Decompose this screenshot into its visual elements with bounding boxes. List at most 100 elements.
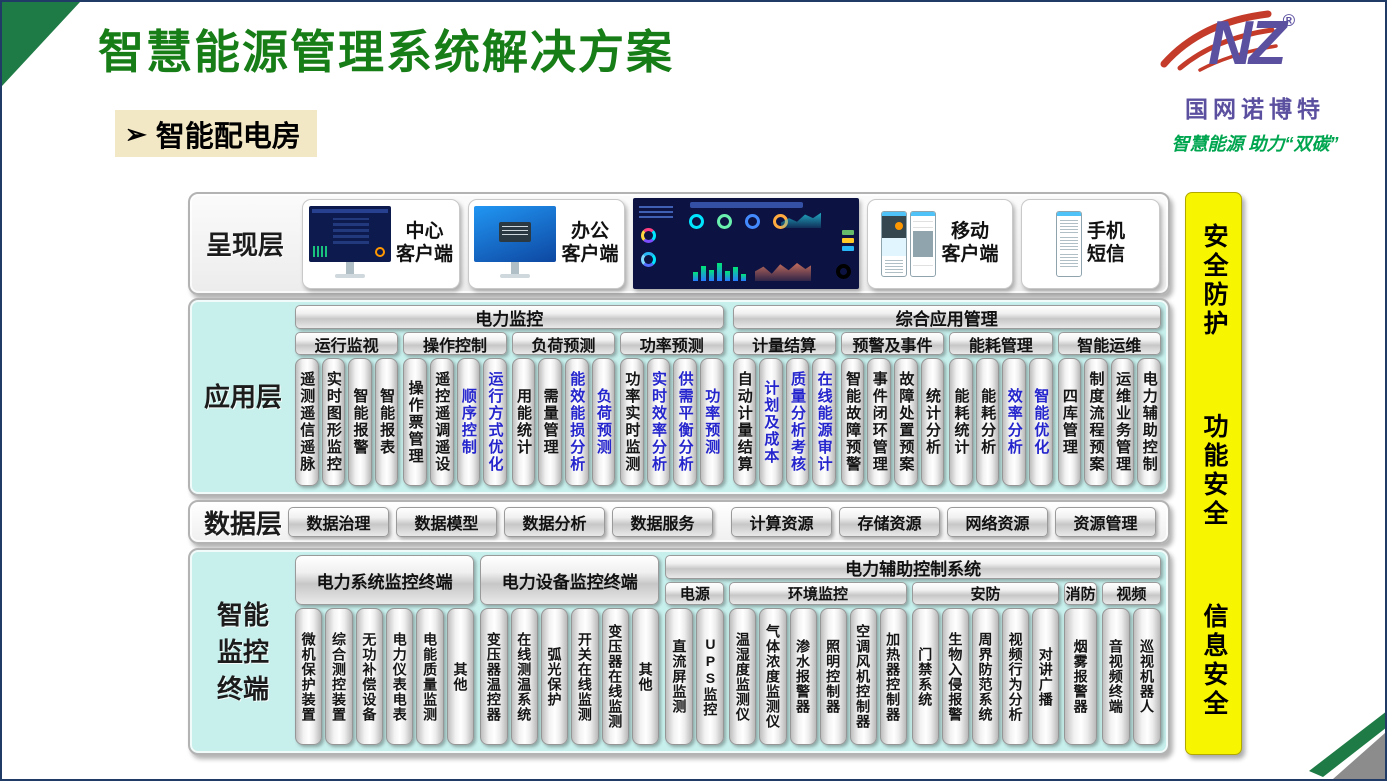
app-function-button: 能效能损分析 [564,358,589,486]
terminal-device-button: 直流屏监测 [665,608,694,745]
terminal-group-header: 电力辅助控制系统 [665,555,1161,579]
data-layer-button: 数据治理 [288,507,389,537]
app-function-button-label: 计划及成本 [762,379,780,465]
app-function-button: 供需平衡分析 [673,358,697,486]
data-layer-button-label: 数据治理 [306,516,371,533]
terminal-device-button-label: 微机保护装置 [300,631,317,722]
app-group: 操作控制 操作票管理 遥控遥调遥设 顺序控制 运行方式优化 [403,332,507,486]
registered-mark: ® [1282,11,1296,30]
app-function-button: 自动计量结算 [732,358,757,486]
group-header: 运行监视 [295,332,399,355]
terminal-device-button-label: 电能质量监测 [422,631,439,722]
terminal-device-button-label: 视频行为分析 [1007,631,1024,722]
terminal-group-auxiliary-control: 电力辅助控制系统 电源 直流屏监测 UPS监控 环境监控 温湿度监测仪 气体浓度监测… [665,555,1161,745]
terminal-device-button-label: 变压器温控器 [485,631,502,722]
terminal-device-button: 对讲广播 [1032,608,1060,745]
corner-decoration-bottom-right [1309,712,1385,779]
data-layer-label: 数据层 [204,508,283,539]
terminal-device-button-label: 照明控制器 [825,639,842,714]
terminal-device-button-label: 门禁系统 [917,646,934,707]
resource-button: 存储资源 [839,507,940,537]
security-label: 功能安全 [1200,413,1228,534]
app-function-button-label: 遥测遥信遥脉 [298,371,316,473]
terminal-device-button-label: 对讲广播 [1037,646,1054,707]
app-function-button: 能耗统计 [949,358,973,486]
terminal-device-button-label: 周界防范系统 [977,631,994,722]
resource-button-label: 资源管理 [1073,516,1138,533]
section-badge-label: 智能配电房 [155,120,301,153]
app-function-button-label: 效率分析 [1005,388,1023,456]
app-function-button-label: 实时效率分析 [650,371,668,473]
app-function-button: 四库管理 [1057,358,1082,486]
app-function-button-label: 自动计量结算 [735,371,753,473]
group-header: 操作控制 [403,332,507,355]
app-function-button-label: 事件闭环管理 [870,371,888,473]
terminal-device-button: 烟雾报警器 [1064,608,1097,745]
group-header: 智能运维 [1057,332,1161,355]
dashboard-screenshot [633,198,859,289]
security-label: 信息安全 [1200,603,1228,724]
terminal-device-button: 门禁系统 [911,608,939,745]
mobile-client-label: 移动 客户端 [941,220,999,265]
subgroup-video: 视频 音视频终端 巡视机器人 [1101,582,1161,745]
subgroup-header: 消防 [1064,582,1097,605]
logo-letters: NZ® [1208,9,1296,78]
terminal-device-button: 生物入侵报警 [941,608,969,745]
mobile-client-card: 移动 客户端 [867,198,1013,289]
application-layer-label: 应用层 [203,382,282,412]
terminal-device-button: 空调风机控制器 [849,608,877,745]
presentation-layer: 呈现层 中心 客户端 办公 客户端 [188,192,1170,295]
resource-button: 网络资源 [947,507,1048,537]
app-function-button-label: 遥控遥调遥设 [433,371,451,473]
resource-button-label: 计算资源 [749,516,814,533]
corner-decoration-top-left [2,2,80,86]
app-function-button: 统计分析 [920,358,945,486]
terminal-device-button-label: 直流屏监测 [671,639,688,714]
security-bar: 安全防护功能安全信息安全 [1185,192,1242,755]
terminal-device-button: 综合测控装置 [325,608,353,745]
sms-label: 手机 短信 [1086,220,1125,265]
terminal-device-button-label: 电力仪表电表 [391,631,408,722]
resource-button: 资源管理 [1055,507,1156,537]
data-layer: 数据层 数据治理 数据模型 数据分析 数据服务 计算资源 存储资源 网络资源 资源管理 [188,500,1170,544]
section-badge: ➢ 智能配电房 [115,110,317,157]
app-function-button: 在线能源审计 [812,358,836,486]
terminal-device-button-label: UPS监控 [702,636,719,717]
terminal-device-button: 加热器控制器 [879,608,907,745]
center-client-screenshot [308,205,391,282]
data-layer-button: 数据分析 [504,507,605,537]
app-function-button: 电力辅助控制 [1137,358,1161,486]
app-function-button: 运维业务管理 [1110,358,1135,486]
group-header: 功率预测 [620,332,724,355]
app-function-button-label: 四库管理 [1060,388,1078,456]
terminal-device-button-label: 变压器在线监测 [607,624,624,729]
terminal-device-button-label: 温湿度监测仪 [734,631,751,722]
app-group: 运行监视 遥测遥信遥脉 实时图形监控 智能报警 智能报表 [295,332,399,486]
app-group: 功率预测 功率实时监测 实时效率分析 供需平衡分析 功率预测 [620,332,724,486]
terminal-device-button-label: 音视频终端 [1107,639,1124,714]
terminal-device-button: 弧光保护 [540,608,569,745]
terminal-device-button-label: 空调风机控制器 [855,624,872,729]
terminal-device-button: 电能质量监测 [416,608,444,745]
section-power-monitoring: 电力监控 运行监视 遥测遥信遥脉 实时图形监控 智能报警 智能报表 操作控制 操作票管… [295,305,724,486]
resource-button: 计算资源 [731,507,832,537]
section-header: 电力监控 [295,305,724,329]
app-function-button-label: 制度流程预案 [1087,371,1105,473]
app-function-button-label: 顺序控制 [459,388,477,456]
app-group: 智能运维 四库管理 制度流程预案 运维业务管理 电力辅助控制 [1057,332,1161,486]
app-function-button: 制度流程预案 [1084,358,1108,486]
security-label-label: 安全防护 [1200,223,1228,339]
company-slogan: 智慧能源 助力“双碳” [1171,134,1339,154]
app-function-button: 功率预测 [699,358,724,486]
terminal-device-button: 周界防范系统 [971,608,1000,745]
terminal-device-button-label: 其他 [637,661,654,692]
app-function-button-label: 需量管理 [541,388,559,456]
section-header: 综合应用管理 [732,305,1161,329]
app-function-button: 智能报表 [374,358,399,486]
logo-swoosh-icon [1160,10,1278,72]
terminal-device-button-label: 综合测控装置 [331,631,348,722]
terminal-layer-label: 智能监控终端 [216,599,269,704]
app-function-button-label: 质量分析考核 [788,371,806,473]
security-label: 安全防护 [1200,223,1228,344]
terminal-layer: 智能监控终端 电力系统监控终端 微机保护装置 综合测控装置 无功补偿设备 电力仪表电表… [188,548,1170,755]
